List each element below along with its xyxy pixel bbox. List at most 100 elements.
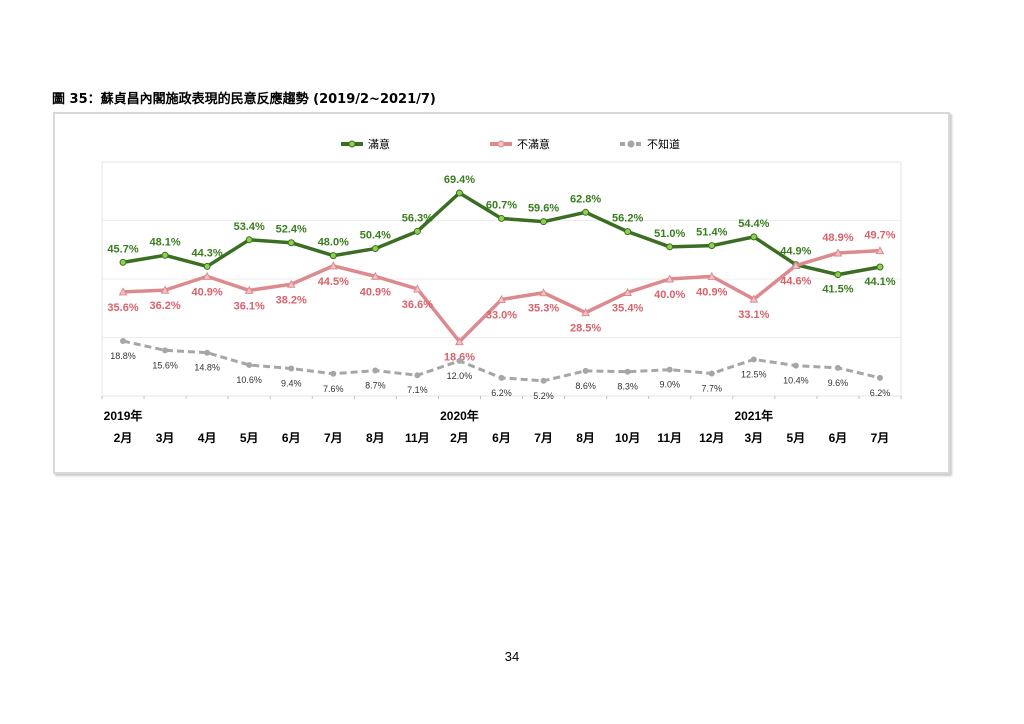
data-label: 48.0% <box>318 237 349 249</box>
data-point <box>287 239 295 247</box>
data-label: 33.0% <box>486 309 517 321</box>
data-label: 12.0% <box>447 371 473 381</box>
year-label: 2019年 <box>104 408 143 423</box>
data-point <box>750 356 757 363</box>
x-tick-label: 7月 <box>871 431 890 445</box>
data-point <box>244 285 254 294</box>
data-point <box>245 236 253 244</box>
data-label: 36.6% <box>402 299 433 311</box>
data-point <box>162 347 169 354</box>
x-tick-label: 6月 <box>282 431 301 445</box>
data-label: 56.3% <box>402 212 433 224</box>
data-label: 8.7% <box>365 381 386 391</box>
data-point <box>708 370 715 377</box>
x-tick-label: 7月 <box>324 431 343 445</box>
data-point <box>666 243 674 251</box>
x-tick-label: 6月 <box>492 431 511 445</box>
data-label: 10.4% <box>783 376 809 386</box>
data-label: 53.4% <box>234 221 265 233</box>
data-point <box>498 214 505 222</box>
page-number: 34 <box>504 649 520 664</box>
data-point <box>456 357 463 364</box>
data-label: 60.7% <box>486 199 517 211</box>
legend-marker-1 <box>497 140 505 148</box>
data-label: 12.5% <box>741 369 767 379</box>
data-point <box>286 279 296 288</box>
data-label: 48.1% <box>149 236 180 248</box>
legend-marker-0 <box>348 140 356 148</box>
data-point <box>371 271 380 280</box>
data-point <box>203 262 211 270</box>
data-label: 14.8% <box>194 363 220 373</box>
data-label: 35.6% <box>107 302 138 314</box>
data-point <box>624 368 631 375</box>
data-label: 44.5% <box>318 276 349 288</box>
data-point <box>455 189 463 197</box>
x-tick-label: 12月 <box>699 431 724 445</box>
data-label: 38.2% <box>276 294 307 306</box>
data-point <box>581 308 590 317</box>
x-tick-label: 11月 <box>657 431 682 445</box>
data-label: 6.2% <box>870 388 891 398</box>
data-label: 5.2% <box>533 391 554 401</box>
legend-label-0: 滿意 <box>368 137 390 151</box>
data-point <box>792 362 799 369</box>
data-label: 33.1% <box>738 309 769 321</box>
x-tick-label: 11月 <box>405 431 430 445</box>
data-label: 40.9% <box>192 286 223 298</box>
x-tick-label: 3月 <box>156 431 175 445</box>
data-label: 51.4% <box>696 227 727 239</box>
data-label: 54.4% <box>738 218 769 230</box>
data-label: 59.6% <box>528 203 559 215</box>
data-point <box>204 349 211 356</box>
data-label: 6.2% <box>491 388 512 398</box>
legend-label-2: 不知道 <box>647 137 680 151</box>
x-tick-label: 4月 <box>198 431 217 445</box>
data-point <box>708 242 716 250</box>
data-point <box>666 366 673 373</box>
data-point <box>876 374 883 381</box>
data-label: 40.9% <box>360 286 391 298</box>
x-tick-label: 5月 <box>787 431 806 445</box>
data-point <box>624 228 632 236</box>
data-label: 40.0% <box>654 289 685 301</box>
data-point <box>328 261 338 270</box>
figure-title: 圖 35：蘇貞昌內閣施政表現的民意反應趨勢 (2019/2~2021/7) <box>52 92 436 107</box>
data-point <box>372 367 379 374</box>
year-label: 2020年 <box>440 408 479 423</box>
data-label: 44.1% <box>864 276 895 288</box>
data-label: 7.1% <box>407 385 428 395</box>
x-tick-label: 5月 <box>240 431 259 445</box>
data-label: 8.6% <box>575 381 596 391</box>
data-label: 18.6% <box>444 352 475 364</box>
data-point <box>119 258 127 266</box>
chart-frame: 滿意 不滿意 不知道 45.7% 48.1% 44.3% 53.4% 52.4% 48.0% 50… <box>53 112 950 474</box>
data-label: 48.9% <box>822 232 853 244</box>
data-point <box>582 208 590 216</box>
data-point <box>791 260 801 270</box>
x-tick-label: 2月 <box>114 431 133 445</box>
legend-marker-2 <box>627 140 635 148</box>
data-point <box>202 271 212 280</box>
data-point <box>834 271 842 279</box>
data-label: 8.3% <box>617 382 638 392</box>
data-label: 15.6% <box>152 360 178 370</box>
data-point <box>329 252 337 260</box>
data-point <box>749 294 759 303</box>
x-tick-label: 3月 <box>744 431 763 445</box>
data-point <box>455 337 464 346</box>
data-point <box>330 370 337 377</box>
data-point <box>582 367 589 374</box>
data-point <box>414 372 421 379</box>
data-point <box>118 287 128 296</box>
data-label: 56.2% <box>612 213 643 225</box>
data-label: 10.6% <box>236 375 262 385</box>
data-point <box>834 364 841 371</box>
data-label: 9.6% <box>828 378 849 388</box>
data-label: 18.8% <box>110 351 136 361</box>
data-point <box>413 284 422 293</box>
data-point <box>498 374 505 381</box>
data-label: 44.6% <box>780 276 811 288</box>
data-point <box>161 251 169 259</box>
year-label: 2021年 <box>734 408 773 423</box>
